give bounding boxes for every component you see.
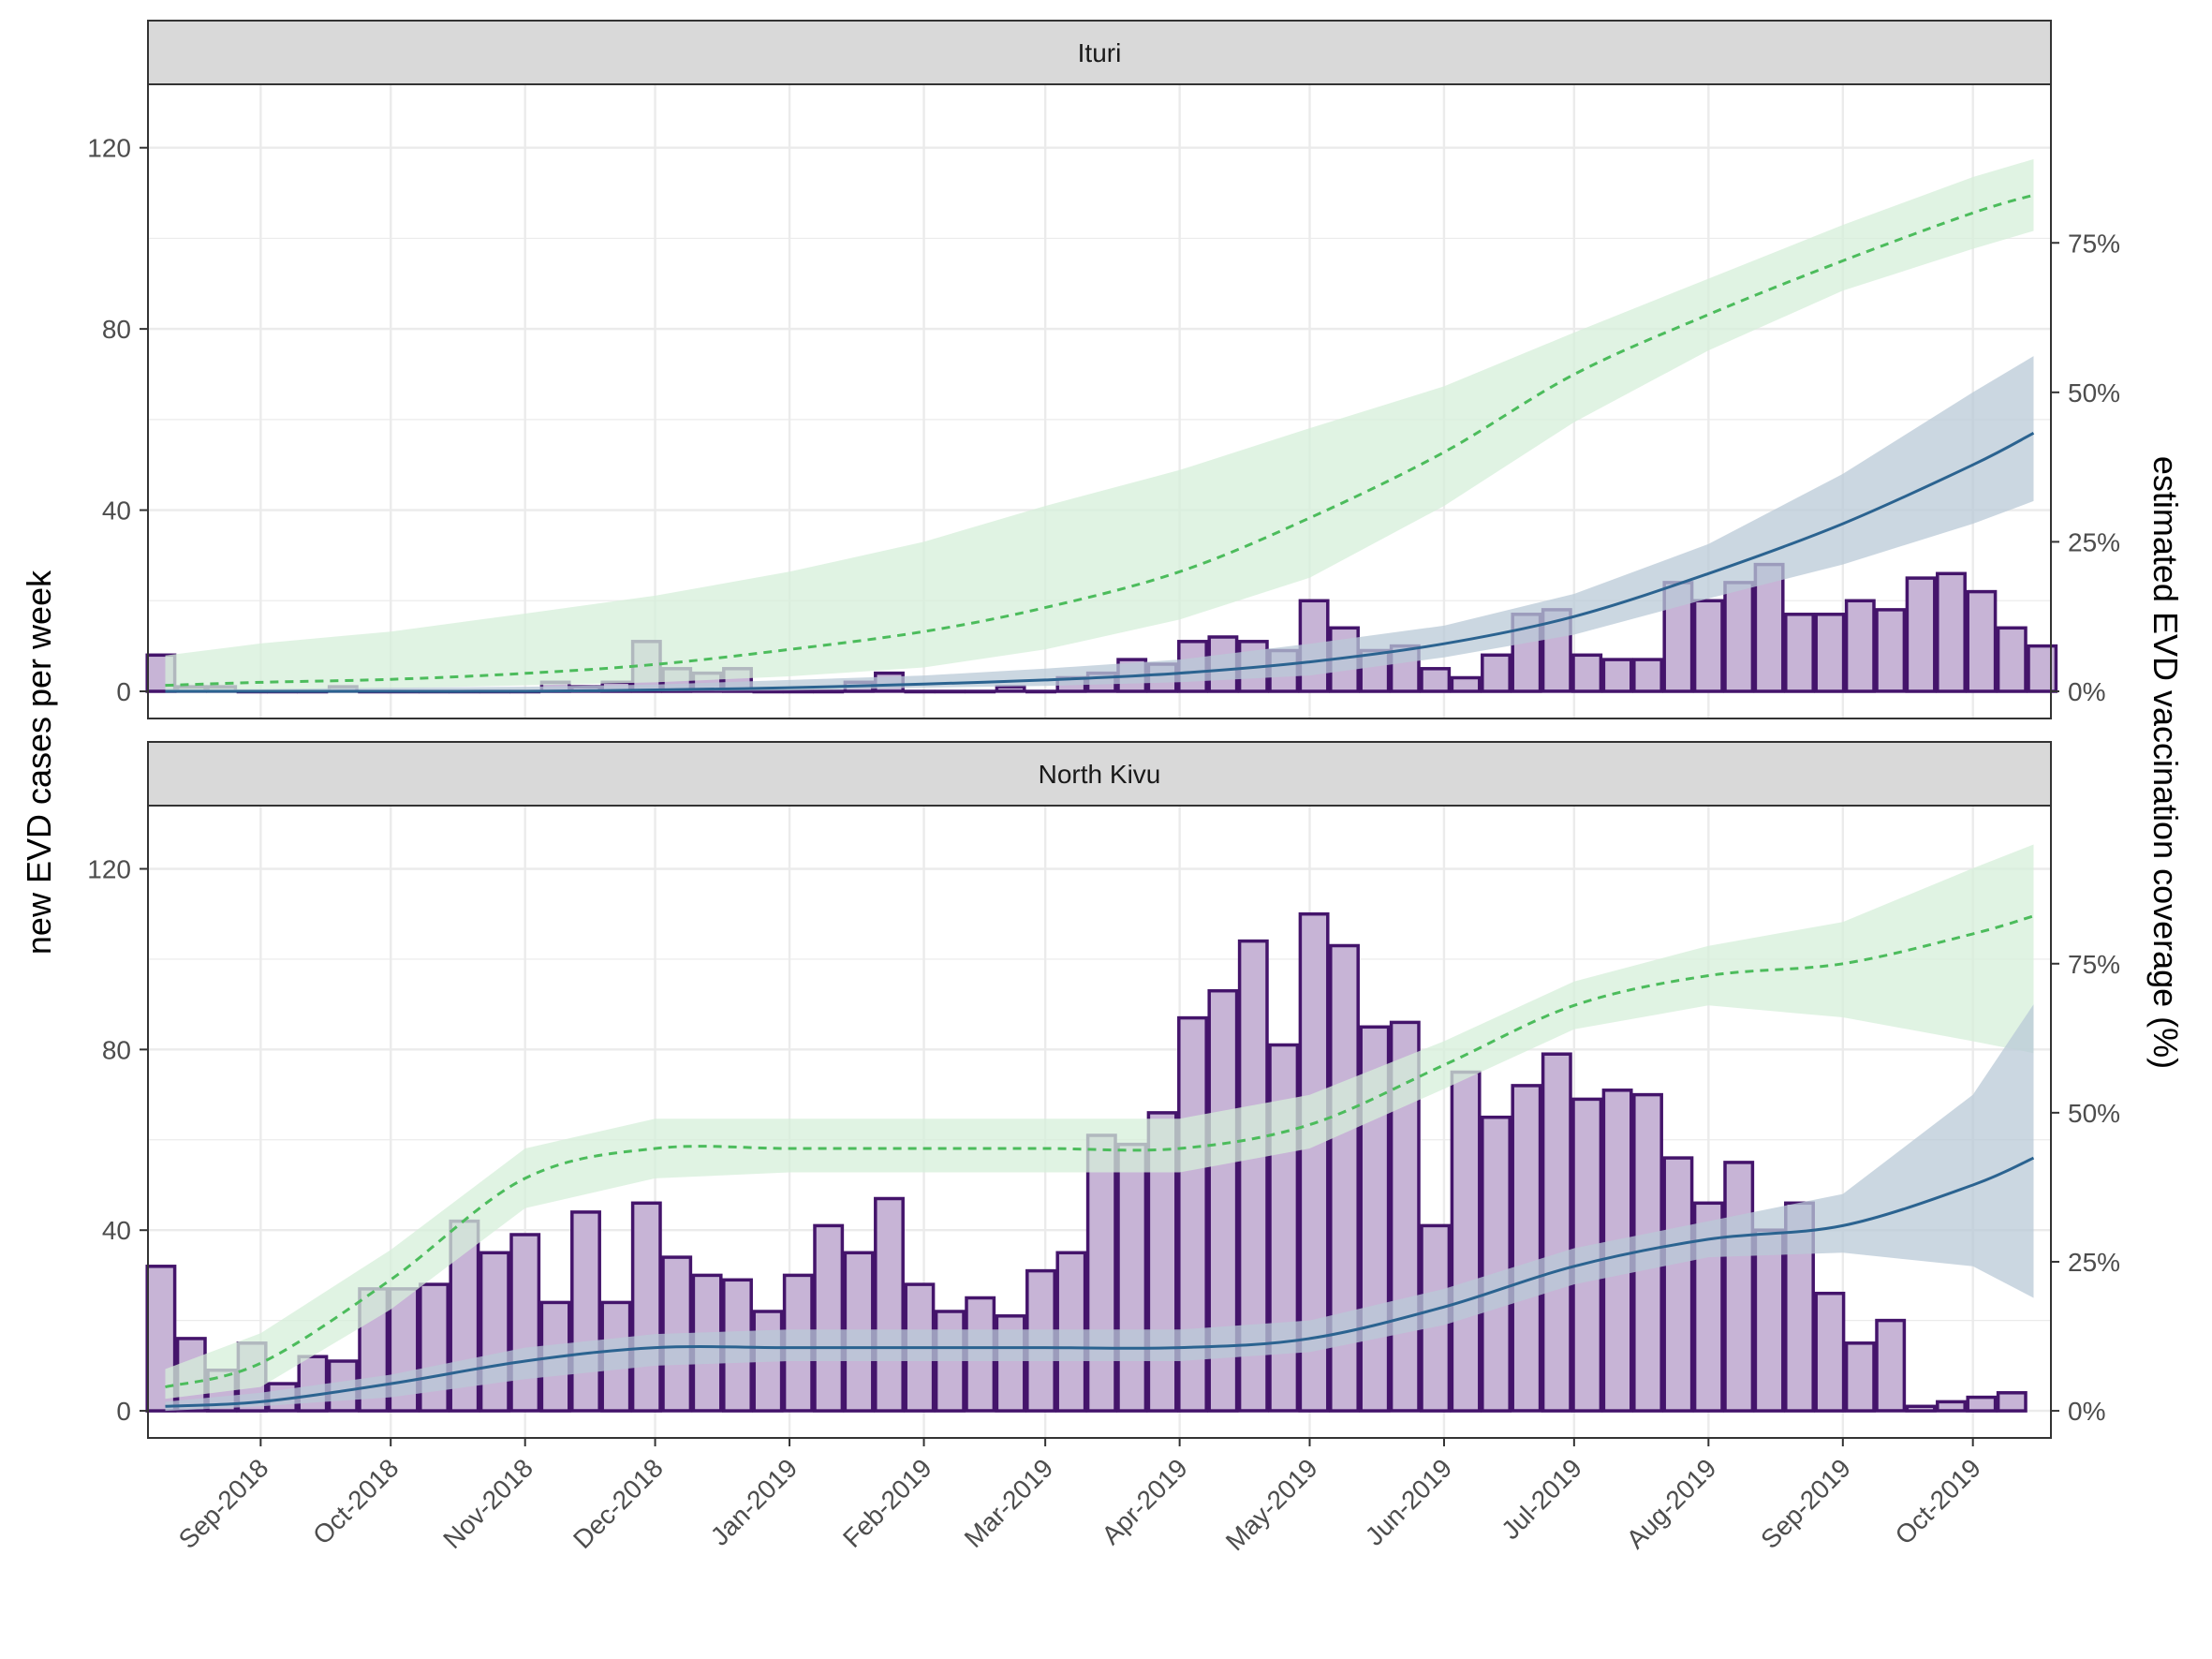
case-bar: [630, 1201, 662, 1413]
case-bar: [1996, 1391, 2028, 1413]
y-tick-label: 0: [116, 677, 131, 706]
coverage-ribbon: [165, 844, 2034, 1400]
y-axis-title: new EVD cases per week: [20, 570, 58, 955]
case-bar: [813, 689, 845, 694]
x-tick-label: Jan-2019: [705, 1453, 803, 1550]
y-tick-label: 40: [102, 1216, 131, 1245]
case-bar: [1116, 1142, 1148, 1413]
y2-tick-label: 25%: [2068, 527, 2120, 556]
coverage-ribbon: [165, 158, 2034, 691]
fitted-cases-line: [165, 1156, 2035, 1408]
secondary-y-axis-title: estimated EVD vaccination coverage (%): [2146, 456, 2185, 1069]
case-bar: [1753, 562, 1785, 693]
case-bar: [1450, 675, 1482, 693]
case-bar: [1936, 1400, 1967, 1413]
x-tick-label: Oct-2019: [1890, 1453, 1986, 1549]
case-bar: [1511, 1084, 1542, 1413]
y2-tick-label: 75%: [2068, 950, 2120, 979]
case-bar: [1450, 1070, 1482, 1413]
case-bar: [934, 1310, 966, 1413]
y2-tick-label: 25%: [2068, 1248, 2120, 1277]
case-bar: [1085, 1133, 1117, 1413]
case-bar: [1723, 581, 1755, 693]
y2-tick-label: 50%: [2068, 378, 2120, 407]
case-bar: [965, 689, 996, 694]
facet-strip-label: Ituri: [1078, 38, 1122, 67]
y-tick-label: 120: [87, 134, 131, 163]
case-bar: [1966, 1395, 1998, 1413]
facet-strip-label: North Kivu: [1039, 760, 1161, 789]
case-bar: [1814, 613, 1846, 693]
case-bar: [1844, 599, 1876, 693]
case-bar: [570, 1210, 601, 1413]
case-bar: [1601, 658, 1633, 693]
y-tick-label: 80: [102, 315, 131, 344]
x-tick-label: May-2019: [1220, 1453, 1323, 1556]
case-bar: [1814, 1291, 1846, 1413]
x-tick-label: Feb-2019: [837, 1453, 937, 1553]
facet-strip: [147, 741, 2052, 807]
case-bar: [782, 689, 814, 694]
x-tick-label: Oct-2018: [307, 1453, 404, 1549]
panel-border: [147, 805, 2052, 1439]
case-bar: [874, 1196, 905, 1413]
case-bar: [1571, 653, 1603, 693]
case-bar: [995, 685, 1026, 693]
y2-tick-label: 0%: [2068, 677, 2105, 706]
y-tick-label: 120: [87, 855, 131, 884]
facet-panel: Ituri 0 40 80 120 0% 25% 50% 75%: [87, 20, 2120, 719]
case-bar: [1905, 1404, 1937, 1413]
case-bar: [1723, 1161, 1755, 1413]
case-bar: [1966, 589, 1998, 693]
y2-tick-label: 0%: [2068, 1397, 2105, 1426]
case-bar: [1844, 1341, 1876, 1413]
case-bar: [1481, 1115, 1512, 1413]
y2-tick-label: 75%: [2068, 229, 2120, 258]
case-bar: [1420, 667, 1452, 693]
y-tick-label: 40: [102, 496, 131, 526]
x-tick-label: Apr-2019: [1096, 1453, 1192, 1549]
fitted-cases-ribbon: [165, 356, 2034, 691]
case-bar: [1692, 599, 1724, 693]
y-tick-label: 80: [102, 1035, 131, 1064]
case-bar: [1875, 608, 1907, 693]
coverage-line: [165, 193, 2034, 688]
x-tick-label: Sep-2019: [1755, 1453, 1856, 1554]
x-tick-label: Jul-2019: [1496, 1453, 1587, 1545]
case-bar: [1753, 1228, 1785, 1413]
case-bar: [1996, 626, 2028, 693]
case-bar: [1025, 689, 1056, 694]
facet-strip: [147, 20, 2052, 85]
case-bar: [904, 689, 936, 694]
case-bar: [752, 689, 784, 694]
case-bar: [1541, 1052, 1572, 1413]
x-tick-label: Sep-2018: [173, 1453, 274, 1554]
x-tick-label: Aug-2019: [1621, 1453, 1722, 1554]
case-bar: [1875, 1318, 1907, 1413]
facet-panel: North Kivu 0 40 80 120 0% 25% 50% 75%: [87, 741, 2120, 1439]
x-tick-label: Nov-2018: [437, 1453, 538, 1554]
x-tick-label: Jun-2019: [1360, 1453, 1457, 1550]
x-tick-label: Mar-2019: [959, 1453, 1059, 1553]
case-bar: [479, 1251, 510, 1413]
case-bar: [934, 689, 966, 694]
fitted-cases-line: [165, 431, 2035, 693]
coverage-line: [165, 914, 2034, 1389]
case-bar: [1632, 658, 1663, 693]
case-bar: [1936, 571, 1967, 693]
case-bar: [1784, 613, 1815, 693]
case-bar: [1662, 1156, 1694, 1413]
case-bar: [509, 1233, 541, 1413]
x-tick-label: Dec-2018: [568, 1453, 669, 1554]
case-bar: [1905, 576, 1937, 693]
panel-border: [147, 83, 2052, 719]
y2-tick-label: 50%: [2068, 1099, 2120, 1128]
case-bar: [1481, 653, 1512, 693]
y-tick-label: 0: [116, 1397, 131, 1426]
case-bar: [813, 1223, 845, 1413]
